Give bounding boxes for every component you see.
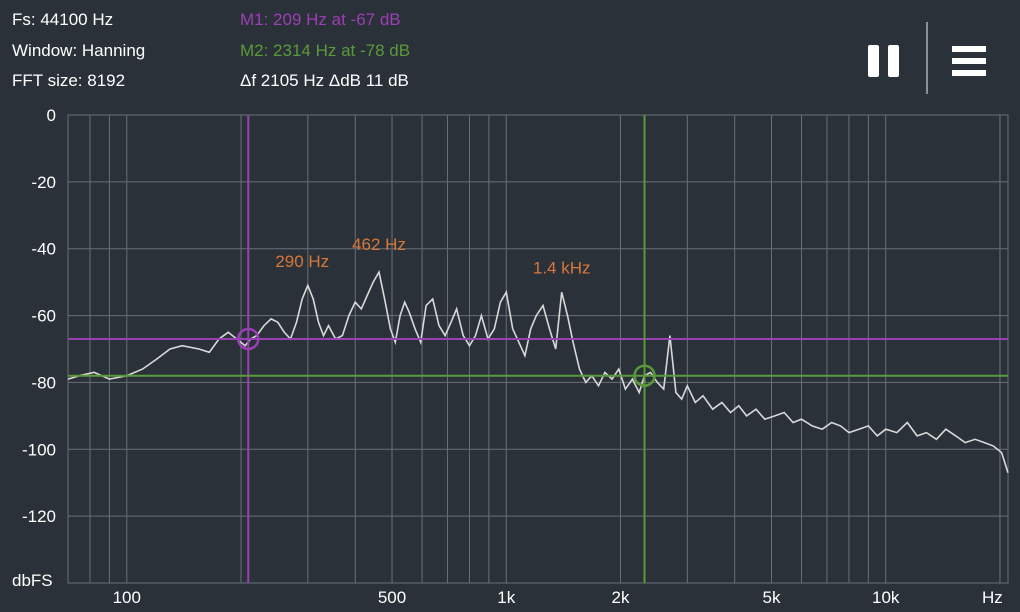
x-tick-label: 1k bbox=[497, 588, 515, 607]
y-tick-label: 0 bbox=[47, 106, 56, 125]
x-axis-unit-label: Hz bbox=[982, 588, 1003, 607]
chart-grid bbox=[67, 114, 1009, 584]
marker-cursors bbox=[68, 115, 1008, 583]
peak-label: 462 Hz bbox=[352, 235, 406, 254]
peak-labels: 290 Hz 462 Hz 1.4 kHz bbox=[275, 235, 590, 277]
marker2-handle[interactable] bbox=[633, 364, 656, 387]
window-type-text: Window: Hanning bbox=[12, 41, 146, 60]
y-tick-label: -20 bbox=[31, 173, 56, 192]
y-tick-label: -120 bbox=[22, 507, 56, 526]
x-tick-label: 2k bbox=[612, 588, 630, 607]
pause-button[interactable] bbox=[864, 42, 904, 82]
marker2-readout: M2: 2314 Hz at -78 dB bbox=[240, 41, 411, 60]
menu-icon bbox=[952, 46, 986, 76]
pause-icon bbox=[868, 45, 899, 77]
y-axis-ticks: 0 -20 -40 -60 -80 -100 -120 bbox=[22, 106, 56, 526]
plot-frame bbox=[67, 114, 1009, 584]
y-tick-label: -60 bbox=[31, 307, 56, 326]
sample-rate-text: Fs: 44100 Hz bbox=[12, 10, 114, 29]
y-tick-label: -40 bbox=[31, 240, 56, 259]
x-axis-ticks: 100 500 1k 2k 5k 10k bbox=[113, 588, 900, 607]
x-tick-label: 100 bbox=[113, 588, 141, 607]
toolbar-divider bbox=[926, 22, 928, 94]
spectrum-trace bbox=[67, 269, 1009, 473]
marker-delta-readout: Δf 2105 Hz ΔdB 11 dB bbox=[240, 71, 409, 90]
peak-label: 1.4 kHz bbox=[533, 259, 591, 278]
y-axis-unit-label: dbFS bbox=[12, 571, 53, 590]
x-tick-label: 10k bbox=[872, 588, 900, 607]
x-tick-label: 500 bbox=[378, 588, 406, 607]
marker1-handle[interactable] bbox=[237, 327, 260, 351]
marker1-readout: M1: 209 Hz at -67 dB bbox=[240, 10, 401, 29]
menu-button[interactable] bbox=[950, 44, 990, 80]
fft-size-text: FFT size: 8192 bbox=[12, 71, 126, 90]
y-tick-label: -100 bbox=[22, 440, 56, 459]
peak-label: 290 Hz bbox=[275, 252, 329, 271]
x-tick-label: 5k bbox=[763, 588, 781, 607]
y-tick-label: -80 bbox=[31, 373, 56, 392]
